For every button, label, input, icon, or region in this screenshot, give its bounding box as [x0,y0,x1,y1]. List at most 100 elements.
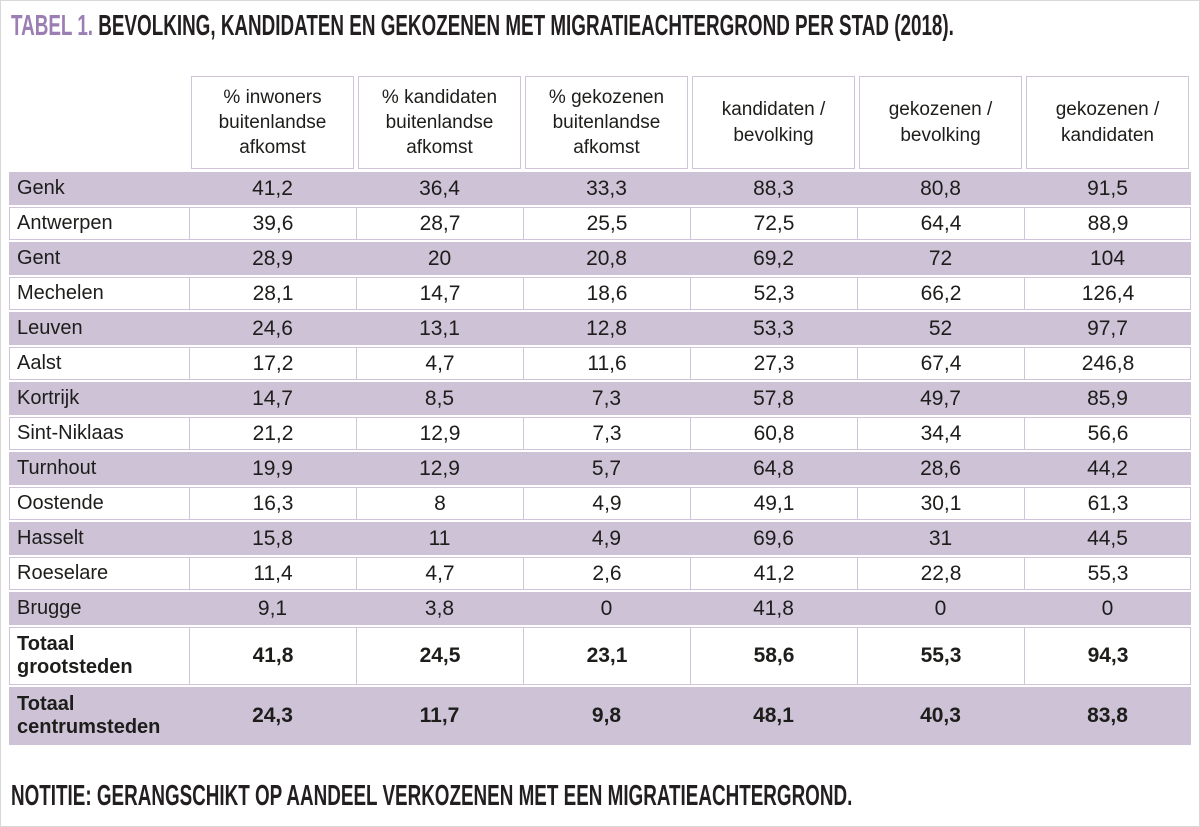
value-cell: 4,7 [356,557,523,590]
value-cell: 36,4 [419,176,460,200]
table-row: Gent 28,9 20 20,8 69,2 72 104 [9,242,1191,275]
column-header: % gekozenen buitenlandse afkomst [525,76,688,169]
value-cell: 64,4 [857,207,1024,240]
header-empty-corner [9,76,189,169]
value-cell: 58,6 [690,627,857,685]
row-label-cell: Kortrijk [17,387,80,409]
row-label-cell: Totaal grootsteden [17,633,133,678]
value-cell: 2,6 [523,557,690,590]
value-cell: 24,3 [252,704,293,727]
value-cell: 18,6 [523,277,690,310]
table-row: Turnhout 19,9 12,9 5,7 64,8 28,6 44,2 [9,452,1191,485]
column-header: % inwoners buitenlandse afkomst [191,76,354,169]
row-label-cell: Mechelen [17,282,104,304]
table-row: Oostende 16,3 8 4,9 49,1 30,1 61,3 [9,487,1191,520]
value-cell: 41,2 [690,557,857,590]
row-label-cell: Aalst [17,352,62,374]
table-header-row: % inwoners buitenlandse afkomst% kandida… [9,76,1191,169]
value-cell: 14,7 [356,277,523,310]
value-cell: 52 [928,316,953,340]
value-cell: 13,1 [419,316,460,340]
value-cell: 41,8 [753,596,794,620]
column-header: kandidaten / bevolking [692,76,855,169]
value-cell: 15,8 [252,526,293,550]
table-row: Aalst 17,2 4,7 11,6 27,3 67,4 246,8 [9,347,1191,380]
row-label-cell: Hasselt [17,527,84,549]
value-cell: 40,3 [920,704,961,727]
data-table: % inwoners buitenlandse afkomst% kandida… [9,76,1191,747]
value-cell: 34,4 [857,417,1024,450]
value-cell: 11 [428,526,451,550]
value-cell: 126,4 [1024,277,1191,310]
value-cell: 12,9 [356,417,523,450]
value-cell: 24,6 [252,316,293,340]
column-header: % kandidaten buitenlandse afkomst [358,76,521,169]
value-cell: 11,6 [523,347,690,380]
value-cell: 88,3 [753,176,794,200]
value-cell: 12,8 [586,316,627,340]
value-cell: 91,5 [1087,176,1128,200]
value-cell: 19,9 [252,456,293,480]
value-cell: 55,3 [857,627,1024,685]
value-cell: 11,7 [419,704,460,727]
value-cell: 21,2 [189,417,356,450]
value-cell: 24,5 [356,627,523,685]
value-cell: 48,1 [753,704,794,727]
value-cell: 7,3 [591,386,622,410]
note-text: NOTITIE: GERANGSCHIKT OP AANDEEL VERKOZE… [11,780,853,812]
value-cell: 53,3 [753,316,794,340]
table-row: Kortrijk 14,7 8,5 7,3 57,8 49,7 85,9 [9,382,1191,415]
value-cell: 20,8 [586,246,627,270]
value-cell: 4,7 [356,347,523,380]
value-cell: 57,8 [753,386,794,410]
value-cell: 16,3 [189,487,356,520]
value-cell: 8 [356,487,523,520]
table-row: Antwerpen 39,6 28,7 25,5 72,5 64,4 88,9 [9,207,1191,240]
value-cell: 33,3 [586,176,627,200]
value-cell: 27,3 [690,347,857,380]
table-row: Mechelen 28,1 14,7 18,6 52,3 66,2 126,4 [9,277,1191,310]
value-cell: 97,7 [1087,316,1128,340]
value-cell: 28,9 [252,246,293,270]
figure-title: TABEL 1. BEVOLKING, KANDIDATEN EN GEKOZE… [11,10,1199,43]
value-cell: 72,5 [690,207,857,240]
row-label-cell: Antwerpen [17,212,113,234]
value-cell: 25,5 [523,207,690,240]
value-cell: 14,7 [252,386,293,410]
value-cell: 44,5 [1087,526,1128,550]
value-cell: 20 [427,246,452,270]
value-cell: 52,3 [690,277,857,310]
value-cell: 31 [928,526,953,550]
value-cell: 28,1 [189,277,356,310]
value-cell: 30,1 [857,487,1024,520]
value-cell: 49,7 [920,386,961,410]
value-cell: 85,9 [1087,386,1128,410]
table-row: Totaal grootsteden 41,8 24,5 23,1 58,6 55,3 94,… [9,627,1191,685]
value-cell: 4,9 [591,526,622,550]
value-cell: 66,2 [857,277,1024,310]
value-cell: 0 [934,596,947,620]
value-cell: 28,6 [920,456,961,480]
figure-note: NOTITIE: GERANGSCHIKT OP AANDEEL VERKOZE… [11,780,1199,813]
table-row: Roeselare 11,4 4,7 2,6 41,2 22,8 55,3 [9,557,1191,590]
row-label-cell: Roeselare [17,562,109,584]
value-cell: 55,3 [1024,557,1191,590]
row-label-cell: Sint-Niklaas [17,422,124,444]
value-cell: 72 [928,246,953,270]
value-cell: 0 [600,596,613,620]
value-cell: 88,9 [1024,207,1191,240]
value-cell: 44,2 [1087,456,1128,480]
value-cell: 69,2 [753,246,794,270]
column-header: gekozenen / kandidaten [1026,76,1189,169]
value-cell: 56,6 [1024,417,1191,450]
value-cell: 80,8 [920,176,961,200]
value-cell: 104 [1089,246,1126,270]
value-cell: 61,3 [1024,487,1191,520]
table-row: Sint-Niklaas 21,2 12,9 7,3 60,8 34,4 56,6 [9,417,1191,450]
value-cell: 11,4 [189,557,356,590]
value-cell: 0 [1101,596,1114,620]
table-row: Totaal centrumsteden 24,3 11,7 9,8 48,1 40,3 83… [9,687,1191,745]
value-cell: 8,5 [424,386,455,410]
table-row: Hasselt 15,8 11 4,9 69,6 31 44,5 [9,522,1191,555]
value-cell: 67,4 [857,347,1024,380]
